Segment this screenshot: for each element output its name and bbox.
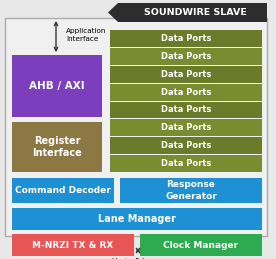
Bar [110, 119, 262, 136]
Text: AHB / AXI: AHB / AXI [29, 81, 85, 91]
Bar [140, 234, 262, 256]
Bar [110, 48, 262, 65]
Text: Data Ports: Data Ports [161, 105, 211, 114]
Text: Data Ports: Data Ports [161, 159, 211, 168]
Text: SOUNDWIRE SLAVE: SOUNDWIRE SLAVE [144, 8, 247, 17]
Bar [12, 208, 262, 230]
Bar [12, 55, 102, 117]
Text: Data Ports: Data Ports [161, 70, 211, 79]
Bar [110, 84, 262, 100]
Text: Command Decoder: Command Decoder [15, 186, 111, 195]
Text: Data Ports: Data Ports [161, 52, 211, 61]
Bar [110, 30, 262, 47]
Bar [110, 66, 262, 83]
Bar [110, 102, 262, 118]
Text: Data Ports: Data Ports [161, 141, 211, 150]
Bar [110, 137, 262, 154]
Bar [120, 178, 262, 203]
Bar [12, 234, 134, 256]
Bar [5, 18, 267, 236]
Text: Register
Interface: Register Interface [32, 136, 82, 158]
Text: Clock Manager: Clock Manager [163, 241, 238, 249]
Text: Lane Manager: Lane Manager [98, 214, 176, 224]
Text: Data Ports: Data Ports [161, 34, 211, 43]
Bar [12, 122, 102, 172]
Bar [12, 178, 114, 203]
Polygon shape [108, 3, 267, 22]
Text: Application
Interface: Application Interface [66, 28, 106, 42]
Text: Up to 8 Lanes: Up to 8 Lanes [112, 258, 164, 259]
Text: Data Ports: Data Ports [161, 88, 211, 97]
Text: M-NRZI TX & RX: M-NRZI TX & RX [32, 241, 114, 249]
Text: Response
Generator: Response Generator [165, 181, 217, 200]
Text: Data Ports: Data Ports [161, 123, 211, 132]
Bar [110, 155, 262, 172]
